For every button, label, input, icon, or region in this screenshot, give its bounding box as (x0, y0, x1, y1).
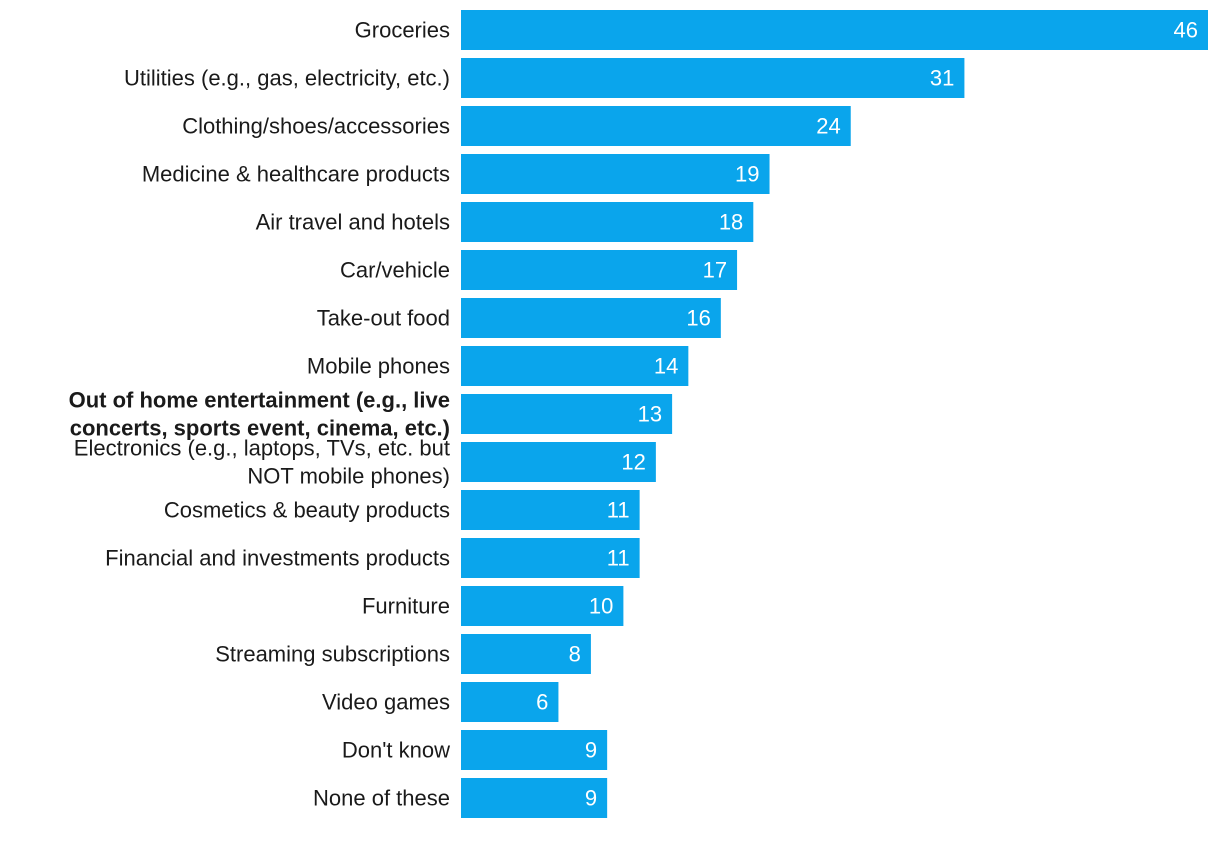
bar-value-label: 13 (638, 402, 662, 427)
bar-value-label: 10 (589, 594, 613, 619)
category-label-line: Take-out food (317, 306, 450, 331)
category-label: Video games (322, 690, 450, 715)
bar (461, 298, 721, 338)
category-label: Streaming subscriptions (215, 642, 450, 667)
category-label-line: Air travel and hotels (256, 210, 450, 235)
category-label: Financial and investments products (105, 546, 450, 571)
category-label-line: Furniture (362, 594, 450, 619)
category-label-line: Medicine & healthcare products (142, 162, 450, 187)
category-label: Out of home entertainment (e.g., live con… (69, 388, 450, 441)
bar (461, 10, 1208, 50)
category-label-line: None of these (313, 786, 450, 811)
category-label: Medicine & healthcare products (142, 162, 450, 187)
bar-value-label: 18 (719, 210, 743, 235)
bar (461, 394, 673, 434)
bar (461, 202, 754, 242)
bar (461, 634, 591, 674)
bar-value-label: 17 (703, 258, 727, 283)
bar-value-label: 16 (686, 306, 710, 331)
bar-value-label: 8 (569, 642, 581, 667)
bar-value-label: 9 (585, 786, 597, 811)
category-label: Take-out food (317, 306, 450, 331)
category-label: Furniture (362, 594, 450, 619)
bar-value-label: 9 (585, 738, 597, 763)
category-label-line: NOT mobile phones) (247, 464, 450, 489)
bar-value-label: 19 (735, 162, 759, 187)
bar (461, 346, 689, 386)
category-label-line: Groceries (355, 18, 450, 43)
category-label: Car/vehicle (340, 258, 450, 283)
category-label: Groceries (355, 18, 450, 43)
category-label-line: Car/vehicle (340, 258, 450, 283)
bar-value-label: 11 (607, 498, 630, 523)
category-label-line: Utilities (e.g., gas, electricity, etc.) (124, 66, 450, 91)
bar (461, 730, 608, 770)
category-label-line: Streaming subscriptions (215, 642, 450, 667)
category-label-line: Clothing/shoes/accessories (182, 114, 450, 139)
category-label-line: Out of home entertainment (e.g., live (69, 388, 450, 413)
bars-group (461, 10, 1208, 818)
bar (461, 586, 624, 626)
bar-value-label: 46 (1174, 18, 1198, 43)
bar-value-label: 12 (621, 450, 645, 475)
category-label: Mobile phones (307, 354, 450, 379)
bar (461, 58, 965, 98)
category-label-line: Electronics (e.g., laptops, TVs, etc. bu… (74, 436, 450, 461)
category-label: Electronics (e.g., laptops, TVs, etc. bu… (74, 436, 450, 489)
bar-value-label: 31 (930, 66, 954, 91)
bar (461, 778, 608, 818)
bar-value-label: 11 (607, 546, 630, 571)
category-label-line: Cosmetics & beauty products (164, 498, 450, 523)
bar-value-label: 14 (654, 354, 678, 379)
category-label-line: Video games (322, 690, 450, 715)
category-label: Utilities (e.g., gas, electricity, etc.) (124, 66, 450, 91)
bar (461, 682, 559, 722)
category-label-line: Don't know (342, 738, 450, 763)
bar (461, 442, 656, 482)
bar (461, 490, 640, 530)
bar (461, 250, 738, 290)
category-labels-group: Groceries Utilities (e.g., gas, electrici… (69, 18, 450, 811)
bar-value-label: 6 (536, 690, 548, 715)
category-label: Cosmetics & beauty products (164, 498, 450, 523)
bar-value-label: 24 (816, 114, 840, 139)
category-label-line: concerts, sports event, cinema, etc.) (70, 416, 450, 441)
category-label-line: Mobile phones (307, 354, 450, 379)
category-label: Don't know (342, 738, 450, 763)
bar (461, 538, 640, 578)
category-label: Air travel and hotels (256, 210, 450, 235)
category-label: None of these (313, 786, 450, 811)
bar (461, 154, 770, 194)
bar (461, 106, 851, 146)
category-label-line: Financial and investments products (105, 546, 450, 571)
value-labels-group: 46 31 24 19 18 17 16 14 13 12 11 11 10 86 9 9 (536, 18, 1198, 811)
category-label: Clothing/shoes/accessories (182, 114, 450, 139)
